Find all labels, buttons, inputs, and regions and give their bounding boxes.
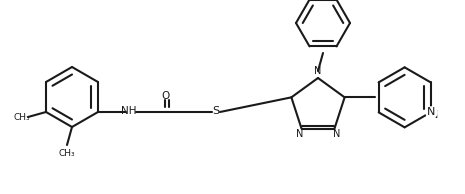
Text: CH₃: CH₃ xyxy=(13,113,30,121)
Text: O: O xyxy=(162,91,170,101)
Text: N: N xyxy=(296,129,303,139)
Text: N: N xyxy=(429,110,438,120)
Text: S: S xyxy=(213,106,219,116)
Text: CH₃: CH₃ xyxy=(59,148,75,158)
Text: N: N xyxy=(333,129,340,139)
Text: N: N xyxy=(426,107,435,117)
Text: N: N xyxy=(314,66,322,76)
Text: NH: NH xyxy=(121,106,137,116)
